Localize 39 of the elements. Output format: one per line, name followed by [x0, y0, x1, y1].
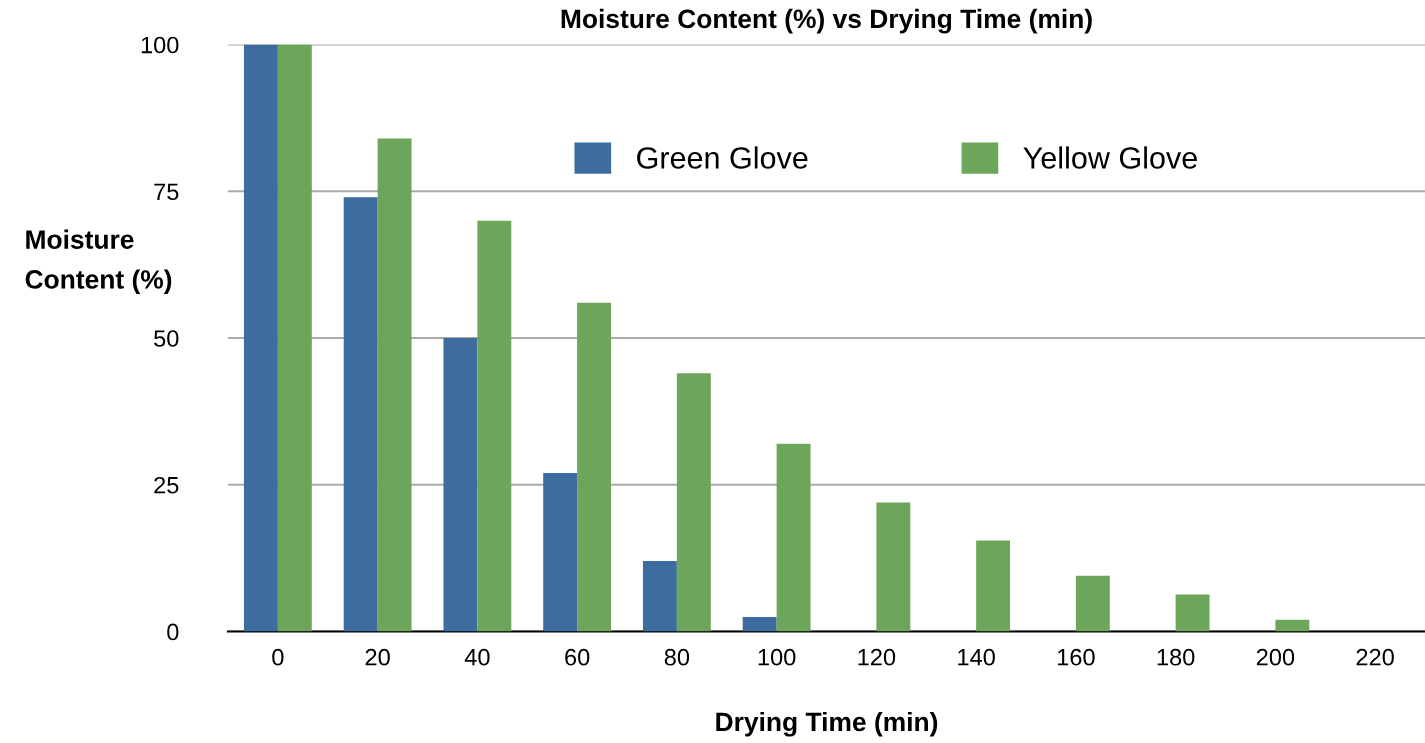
x-axis-title: Drying Time (min): [716, 711, 938, 737]
bar: [1275, 619, 1310, 632]
bar: [976, 540, 1011, 632]
y-tick-label: 100: [141, 36, 179, 54]
y-tick-label: 50: [154, 330, 179, 347]
x-tick-label: 220: [1356, 648, 1394, 666]
y-tick-label: 25: [154, 476, 179, 494]
legend-label: Green Glove: [637, 146, 808, 169]
y-tick-label: 0: [167, 623, 179, 641]
x-tick-label: 160: [1057, 648, 1095, 666]
bar: [343, 197, 378, 632]
bar: [477, 220, 512, 632]
x-tick-label: 120: [858, 648, 896, 666]
x-tick-label: 200: [1256, 648, 1295, 666]
x-tick-label: 60: [565, 648, 590, 666]
bar: [642, 561, 677, 632]
bar: [1175, 594, 1210, 632]
x-tick-label: 80: [664, 648, 690, 666]
y-tick-label: 75: [154, 183, 179, 201]
bar: [243, 44, 278, 632]
chart-title: Moisture Content (%) vs Drying Time (min): [561, 8, 1092, 34]
bar: [776, 443, 811, 632]
x-tick-label: 100: [758, 648, 796, 666]
legend-label: Yellow Glove: [1023, 146, 1197, 169]
bar: [543, 473, 578, 632]
bar: [577, 302, 612, 632]
bar: [1075, 575, 1110, 632]
x-tick-label: 20: [365, 648, 390, 666]
bar: [277, 44, 312, 632]
bar: [676, 373, 711, 632]
x-tick-label: 140: [958, 648, 995, 666]
bar: [876, 502, 911, 632]
x-tick-label: 0: [272, 648, 284, 666]
bar: [443, 338, 478, 632]
bar: [377, 138, 412, 632]
x-tick-label: 40: [464, 648, 490, 666]
x-tick-label: 180: [1157, 648, 1195, 666]
bar: [742, 616, 777, 632]
y-axis-title: Moisture Content (%): [25, 229, 172, 295]
